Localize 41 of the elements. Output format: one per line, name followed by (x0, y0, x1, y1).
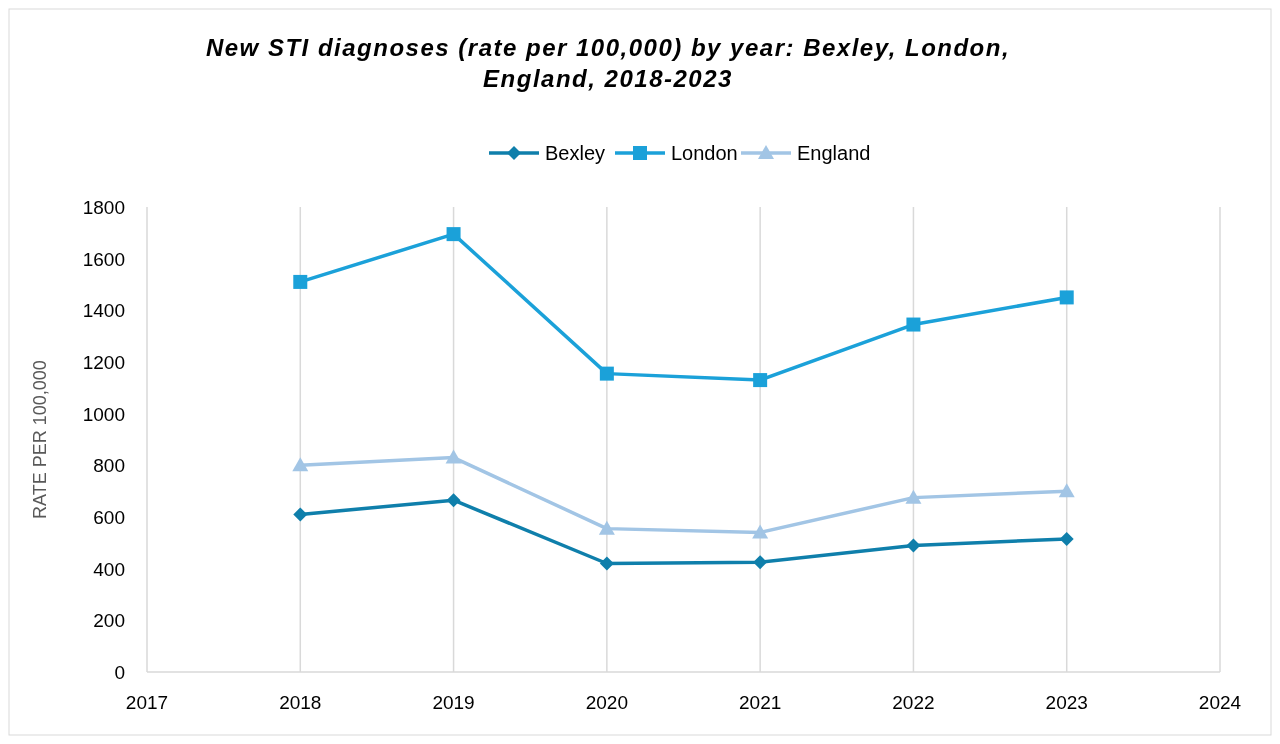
point (905, 489, 922, 504)
y-tick-label: 1000 (82, 403, 125, 425)
y-tick-label: 200 (93, 610, 125, 632)
point (906, 538, 921, 553)
x-tick-label: 2018 (279, 692, 322, 713)
point (1059, 290, 1074, 305)
x-tick-label: 2017 (125, 692, 169, 713)
point (446, 227, 461, 242)
point (293, 507, 308, 522)
point (599, 556, 614, 571)
point (599, 366, 614, 381)
x-tick-label: 2022 (892, 692, 935, 713)
point (1058, 483, 1075, 498)
y-axis-title: RATE PER 100,000 (30, 360, 50, 519)
legend-label: London (671, 142, 738, 164)
point (752, 524, 769, 539)
chart-title: New STI diagnoses (rate per 100,000) by year: Bexley, London, England, 2018-2023 (205, 34, 1011, 92)
point (753, 555, 768, 570)
point (292, 457, 309, 472)
y-tick-label: 1400 (82, 300, 125, 322)
y-tick-label: 600 (93, 507, 125, 528)
x-tick-label: 2023 (1045, 692, 1088, 713)
point (753, 373, 768, 388)
y-tick-label: 400 (93, 558, 125, 580)
point (598, 520, 615, 535)
x-tick-label: 2024 (1198, 692, 1242, 713)
y-tick-label: 1600 (82, 248, 125, 270)
legend-label: England (797, 142, 871, 164)
y-tick-label: 1200 (82, 352, 125, 373)
point (445, 449, 462, 464)
point (1059, 531, 1074, 546)
point (906, 317, 921, 332)
x-tick-label: 2021 (739, 692, 782, 713)
y-tick-label: 1800 (82, 197, 125, 218)
x-tick-label: 2019 (432, 692, 475, 713)
x-tick-label: 2020 (585, 692, 628, 713)
y-tick-label: 800 (93, 455, 125, 477)
point (446, 493, 461, 508)
legend-label: Bexley (545, 142, 606, 164)
point (293, 274, 308, 289)
y-tick-label: 0 (114, 662, 125, 683)
